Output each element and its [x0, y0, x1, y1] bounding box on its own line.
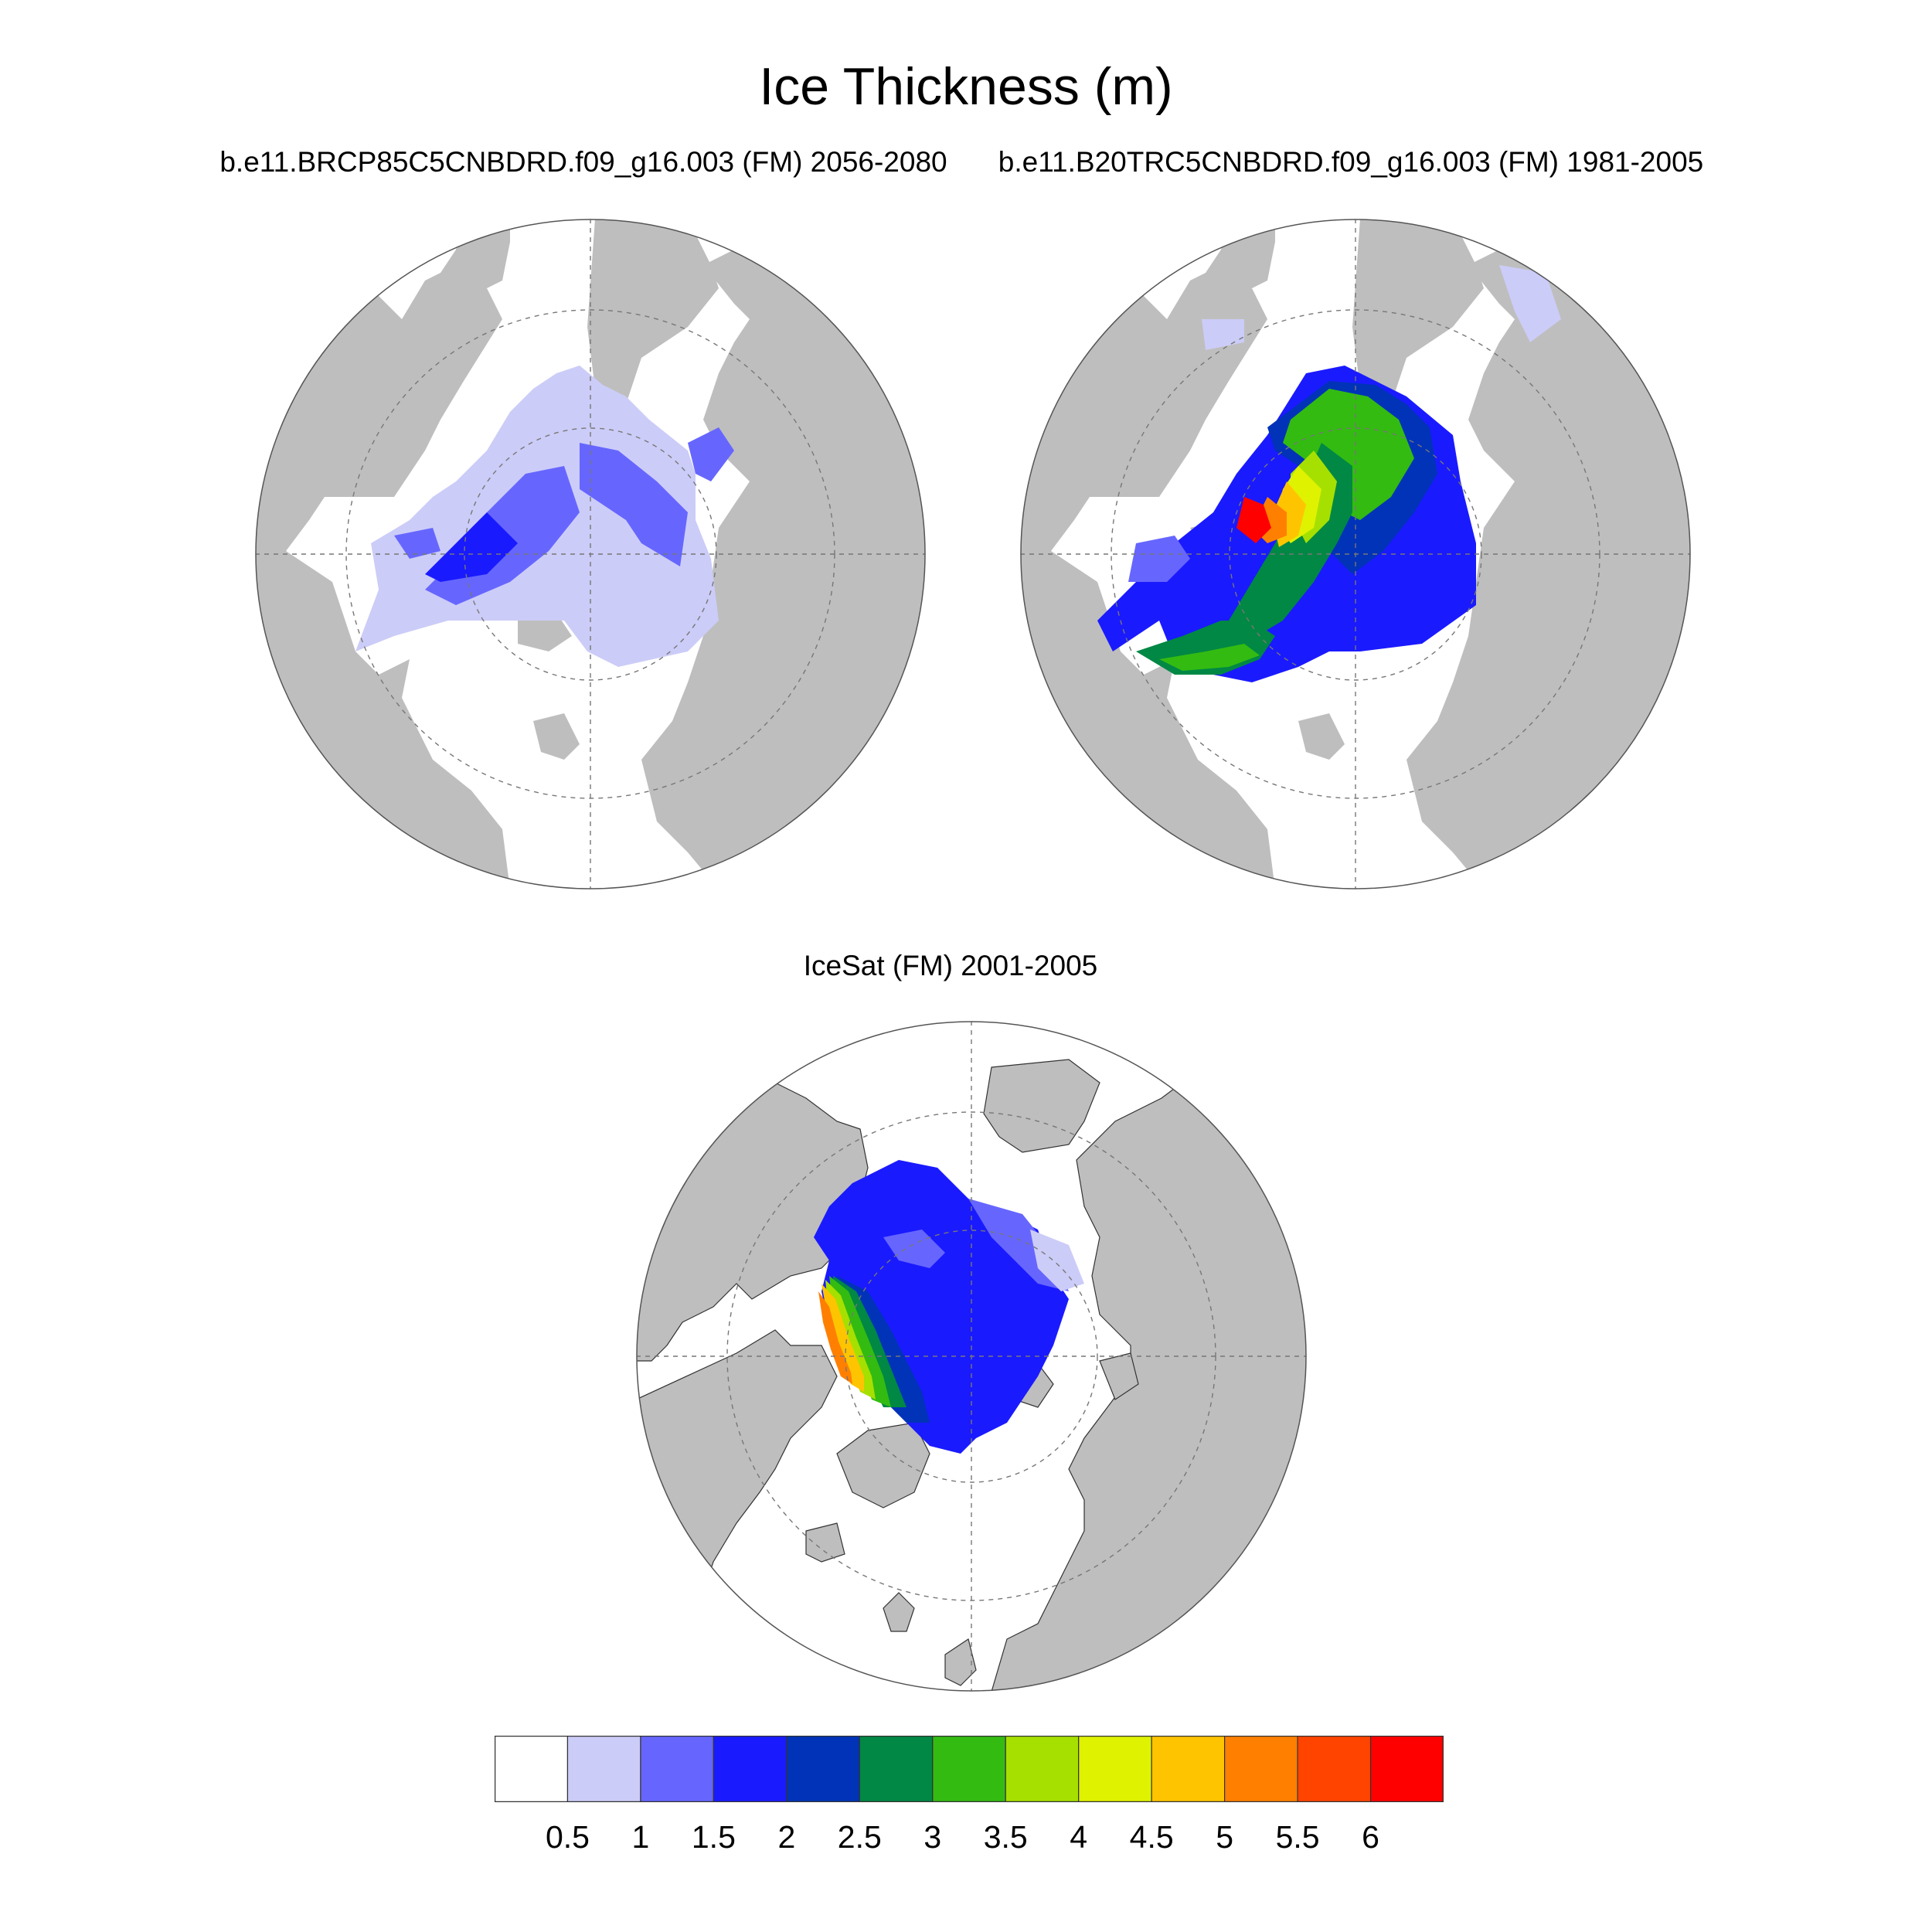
colorbar-box [495, 1736, 569, 1802]
colorbar-box [1369, 1736, 1444, 1802]
map-border [255, 219, 926, 889]
colorbar-tick-label: 3.5 [983, 1819, 1028, 1855]
page-title: Ice Thickness (m) [759, 57, 1173, 116]
colorbar-box [566, 1736, 641, 1802]
colorbar-tick-label: 5.5 [1275, 1819, 1320, 1855]
colorbar-tick-label: 2 [777, 1819, 796, 1855]
graticule [256, 219, 925, 889]
colorbar-box [859, 1736, 934, 1802]
ice-thickness-field [1097, 265, 1561, 682]
colorbar-box [932, 1736, 1006, 1802]
map-border [1020, 219, 1691, 889]
colorbar-tick-label: 0.5 [545, 1819, 590, 1855]
colorbar-box [1151, 1736, 1226, 1802]
polar-map-left [255, 219, 926, 889]
colorbar-tick-label: 1.5 [691, 1819, 736, 1855]
subtitle-right-panel: b.e11.B20TRC5CNBDRD.f09_g16.003 (FM) 198… [998, 146, 1704, 178]
colorbar-tick-label: 5 [1216, 1819, 1234, 1855]
colorbar-tick-label: 4 [1070, 1819, 1088, 1855]
ice-thickness-field [355, 366, 734, 667]
graticule [637, 1022, 1306, 1691]
ice-thickness-field [814, 1160, 1084, 1454]
colorbar-tick-label: 3 [923, 1819, 942, 1855]
colorbar-tick-label: 4.5 [1129, 1819, 1174, 1855]
colorbar-box [640, 1736, 714, 1802]
subtitle-bottom-panel: IceSat (FM) 2001-2005 [803, 950, 1098, 981]
colorbar-box [713, 1736, 787, 1802]
colorbar-tick-label: 2.5 [837, 1819, 882, 1855]
colorbar-tick-label: 1 [631, 1819, 650, 1855]
colorbar-box [1078, 1736, 1152, 1802]
colorbar-box [1224, 1736, 1298, 1802]
map-border [636, 1021, 1307, 1692]
colorbar-frame [495, 1736, 1444, 1802]
polar-map-bottom [636, 1021, 1307, 1692]
colorbar-tick-label: 6 [1362, 1819, 1379, 1855]
colorbar-box [1005, 1736, 1080, 1802]
colorbar-box [1297, 1736, 1372, 1802]
subtitle-left-panel: b.e11.BRCP85C5CNBDRD.f09_g16.003 (FM) 20… [219, 146, 947, 178]
graticule [1021, 219, 1690, 889]
colorbar [495, 1736, 1444, 1802]
colorbar-box [786, 1736, 860, 1802]
polar-map-right [1020, 219, 1691, 889]
